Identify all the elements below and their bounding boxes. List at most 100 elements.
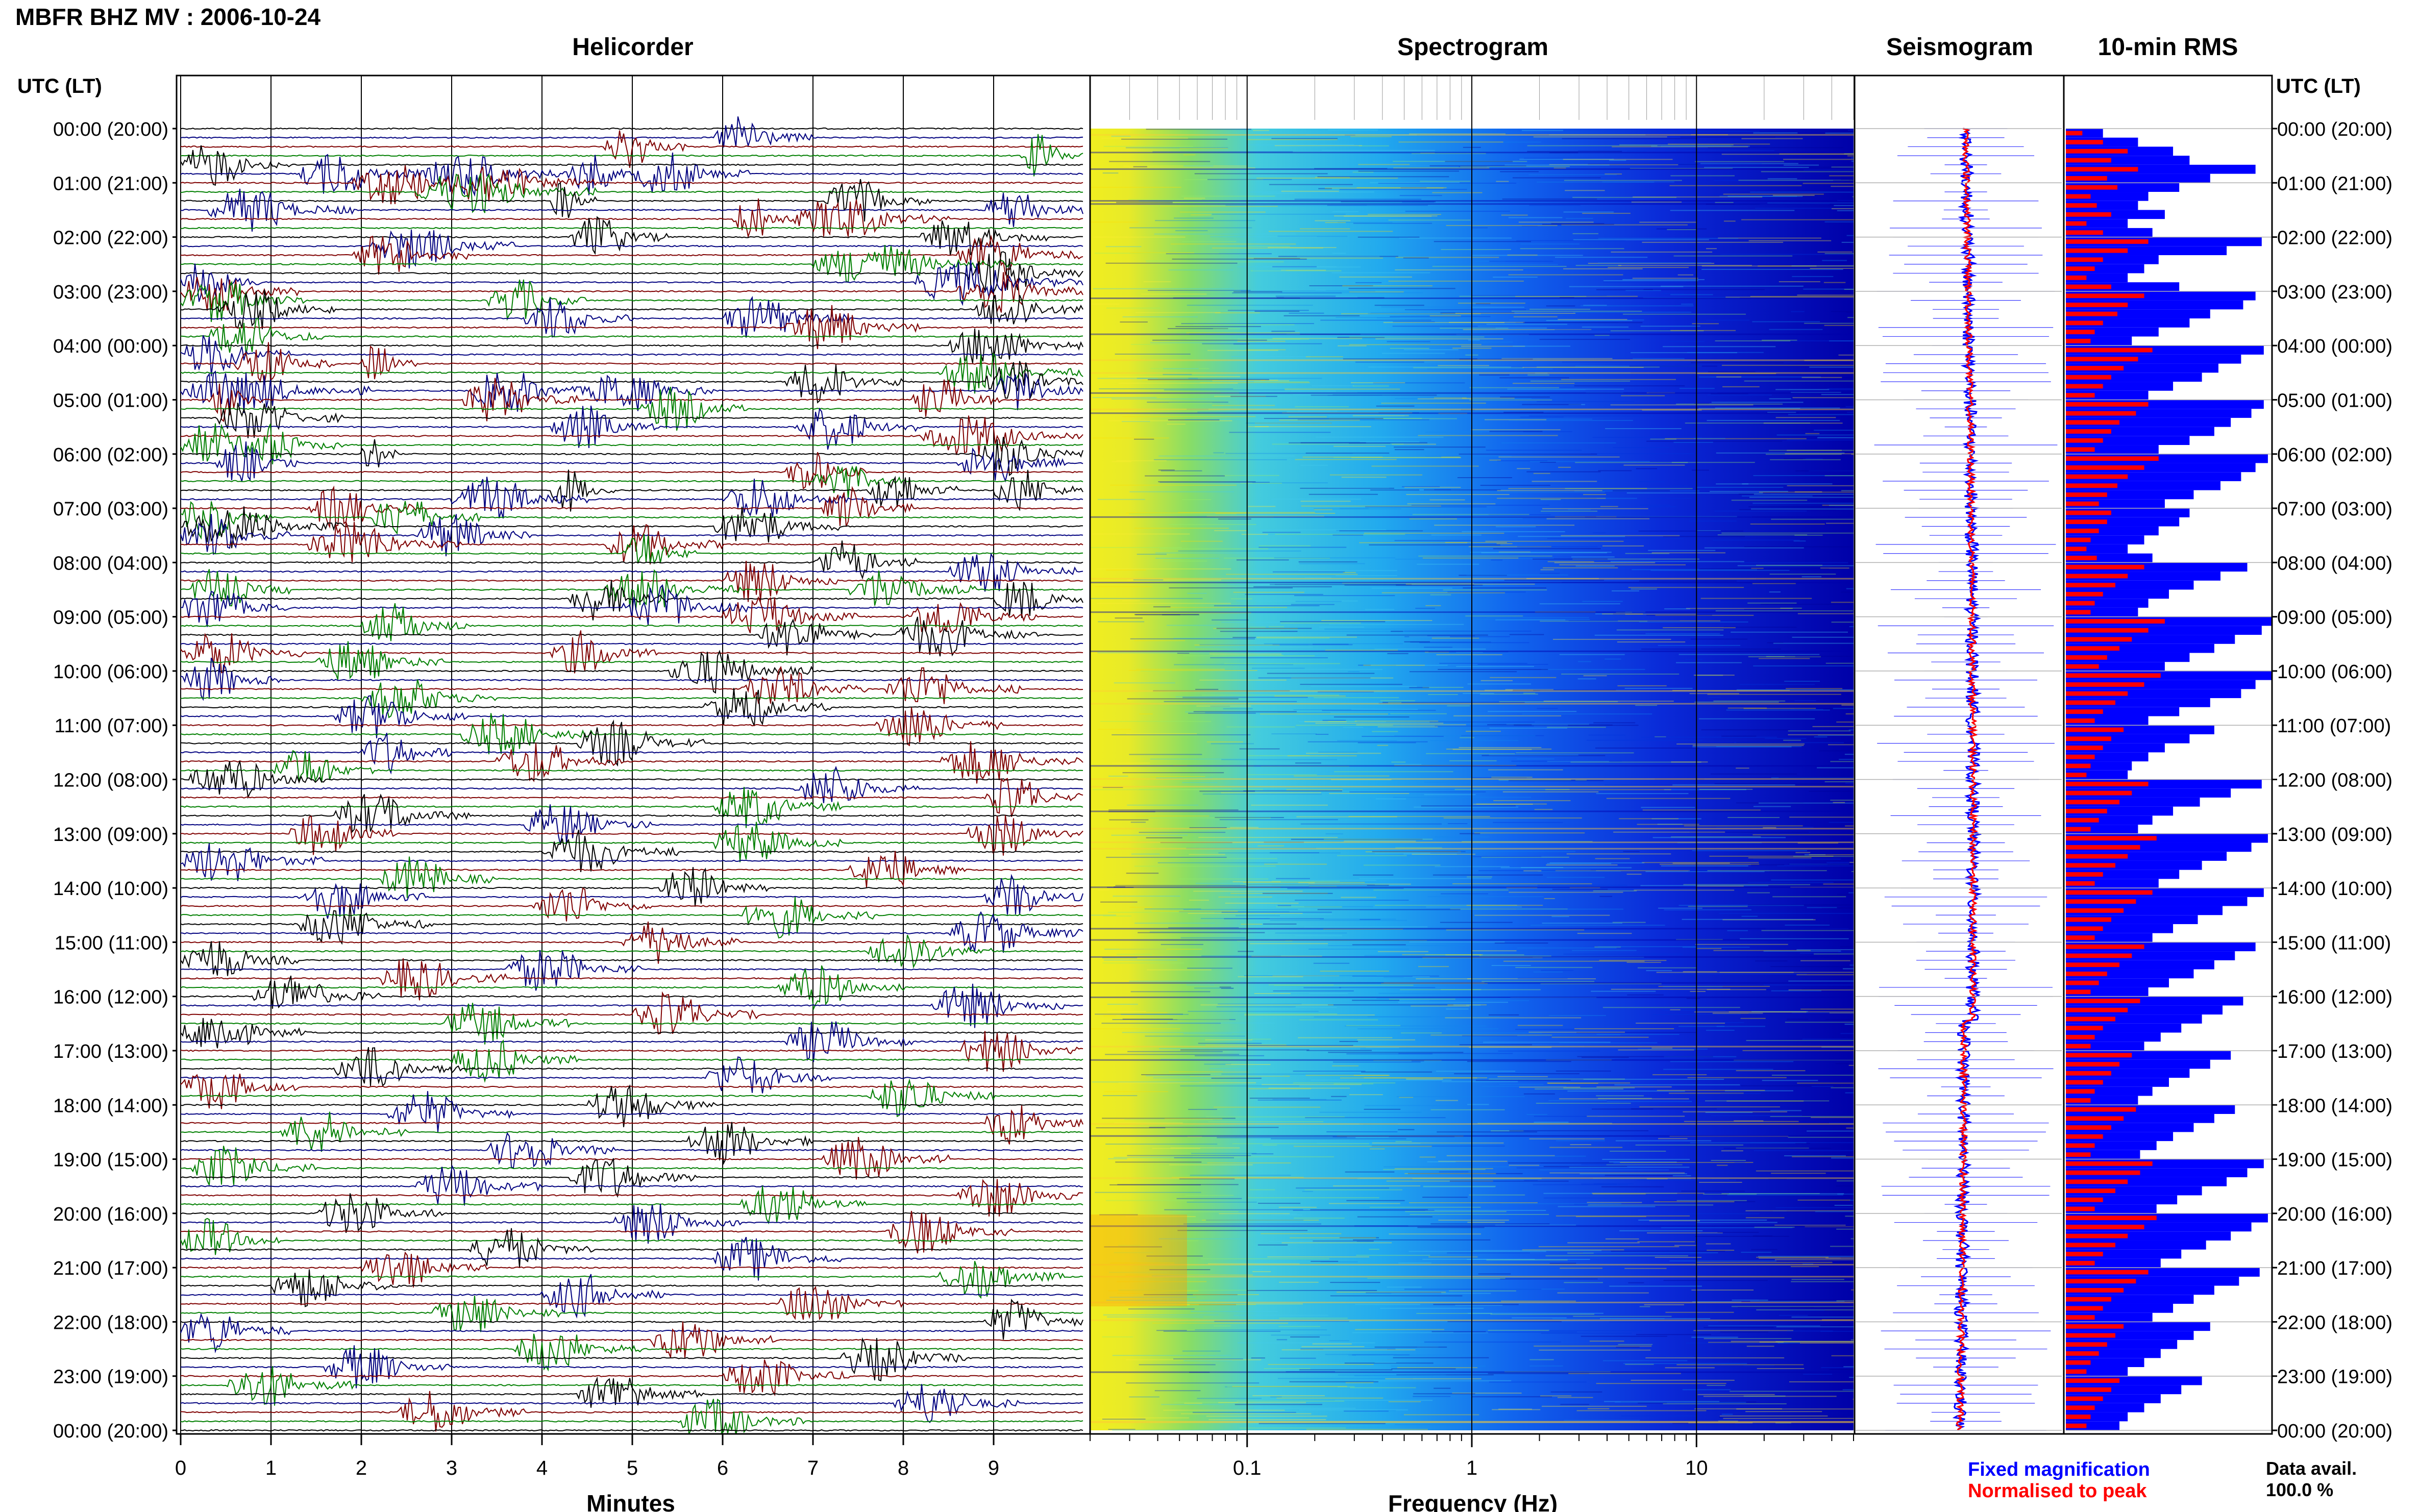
spectrogram-streak [1769, 574, 1836, 575]
spectrogram-streak [1483, 1042, 1611, 1043]
spectrogram-streak [1116, 460, 1167, 461]
spectrogram-streak [1430, 740, 1519, 741]
helicorder-trace-line [180, 975, 1083, 1009]
spectrogram-streak [1549, 134, 1646, 136]
rms-bar-normalised [2066, 248, 2128, 253]
helicorder-trace-line [180, 165, 1083, 205]
spectrogram-streak [1435, 725, 1534, 727]
spectrogram-streak [1275, 913, 1332, 915]
spectrogram-streak [1814, 430, 1854, 431]
spectrogram-streak [1304, 721, 1347, 723]
spectrogram-streak [1727, 1194, 1843, 1196]
spectrogram-streak [1522, 1249, 1624, 1251]
spectrogram-streak [1663, 1403, 1787, 1404]
spectrogram-streak [1495, 1224, 1576, 1226]
spectrogram-streak [1365, 506, 1487, 508]
spectrogram-streak [1831, 186, 1854, 187]
spectrogram-streak [1399, 1097, 1413, 1098]
spectrogram-streak [1841, 179, 1854, 180]
spectrogram-streak [1693, 1330, 1793, 1331]
spectrogram-streak [1852, 359, 1854, 361]
spectrogram-streak [1676, 939, 1723, 940]
spectrogram-streak [1126, 1382, 1260, 1384]
spectrogram-streak [1424, 489, 1501, 491]
spectrogram-streak [1271, 1138, 1406, 1139]
spectrogram-streak [1784, 681, 1820, 682]
spectrogram-streak [1169, 587, 1293, 589]
spectrogram-streak [1546, 1059, 1612, 1061]
spectrogram-streak [1392, 326, 1478, 327]
spectrogram-streak [1791, 1281, 1854, 1282]
spectrogram-streak [1488, 514, 1551, 515]
spectrogram-streak [1628, 587, 1744, 588]
spectrogram-streak [1271, 1214, 1302, 1216]
panel-frames [172, 75, 2277, 1447]
spectrogram-streak [1506, 887, 1538, 888]
spectrogram-streak [1844, 754, 1854, 755]
spectrogram-streak [1844, 153, 1854, 155]
spectrogram-streak [1238, 338, 1301, 340]
rms-bar-normalised [2066, 890, 2153, 895]
spectrogram-streak [1805, 1226, 1854, 1227]
rms-bar-normalised [2066, 926, 2103, 931]
spectrogram-streak [1325, 650, 1398, 651]
spectrogram-streak [1460, 166, 1570, 167]
rms-bar-normalised [2066, 1369, 2087, 1374]
spectrogram-streak [1334, 215, 1438, 217]
spectrogram-x-tick-label: 1 [1466, 1457, 1477, 1479]
spectrogram-streak [1771, 1075, 1854, 1076]
spectrogram-streak [1268, 984, 1334, 986]
spectrogram-streak [1372, 851, 1466, 852]
spectrogram-streak [1853, 1398, 1854, 1400]
spectrogram-streak [1152, 1322, 1289, 1324]
spectrogram-streak [1574, 1203, 1590, 1205]
spectrogram-streak [1767, 412, 1796, 413]
spectrogram-streak [1202, 343, 1322, 344]
spectrogram-streak [1485, 419, 1547, 420]
spectrogram-streak [1474, 389, 1586, 390]
spectrogram-streak [1285, 388, 1400, 390]
spectrogram-streak [1357, 1039, 1416, 1040]
spectrogram-streak [1481, 552, 1607, 554]
spectrogram-streak [1394, 540, 1471, 541]
spectrogram-streak [1829, 1369, 1854, 1370]
spectrogram-streak [1300, 487, 1394, 489]
spectrogram-streak [1312, 385, 1354, 387]
spectrogram-streak [1245, 331, 1299, 333]
spectrogram-streak [1533, 956, 1644, 958]
rms-title: 10-min RMS [2098, 34, 2238, 61]
spectrogram-streak [1567, 1090, 1685, 1092]
spectrogram-streak [1443, 589, 1547, 591]
spectrogram-streak [1550, 1391, 1602, 1393]
spectrogram-streak [1684, 1121, 1799, 1122]
spectrogram-streak [1233, 591, 1304, 593]
spectrogram-streak [1602, 545, 1644, 547]
spectrogram-streak [1770, 966, 1854, 968]
spectrogram-streak [1830, 1246, 1854, 1247]
spectrogram-streak [1830, 800, 1854, 801]
spectrogram-streak [1380, 700, 1415, 702]
spectrogram-streak [1114, 682, 1175, 684]
rms-bar-normalised [2066, 1270, 2149, 1275]
spectrogram-streak [1193, 711, 1297, 712]
spectrogram-streak [1195, 647, 1313, 648]
spectrogram-streak [1137, 378, 1198, 379]
spectrogram-streak [1495, 327, 1547, 329]
spectrogram-streak [1448, 823, 1468, 825]
spectrogram-streak [1327, 205, 1428, 206]
spectrogram-streak [1281, 1242, 1392, 1244]
helicorder-trace-line [180, 370, 1083, 413]
spectrogram-streak [1637, 1179, 1736, 1181]
spectrogram-streak [1612, 490, 1670, 491]
spectrogram-streak [1655, 614, 1754, 616]
spectrogram-streak [1222, 712, 1242, 714]
spectrogram-streak [1112, 1019, 1236, 1020]
spectrogram-streak [1486, 324, 1568, 325]
spectrogram-streak [1206, 1416, 1327, 1417]
spectrogram-streak [1509, 1130, 1649, 1131]
spectrogram-streak [1809, 854, 1854, 856]
spectrogram-streak [1182, 886, 1281, 888]
spectrogram-streak [1565, 488, 1693, 489]
spectrogram-streak [1656, 228, 1707, 230]
spectrogram-streak [1685, 658, 1702, 660]
